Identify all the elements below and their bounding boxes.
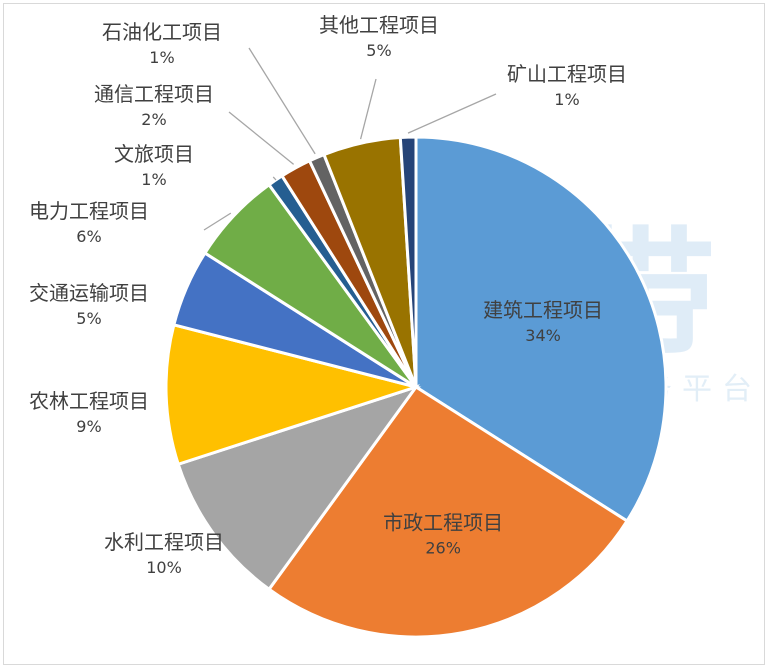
leader-line	[407, 93, 497, 134]
slice-label: 市政工程项目	[383, 510, 503, 534]
slice-percent-label: 1%	[141, 170, 166, 189]
slice-label: 农林工程项目	[29, 389, 149, 413]
slice-label: 交通运输项目	[29, 281, 149, 305]
slice-label: 其他工程项目	[319, 13, 439, 37]
pie-slice	[398, 135, 418, 388]
chart-frame: 川海带 工程资讯数字化服务平台 建筑工程项目34%市政工程项目26%水利工程项目…	[3, 3, 765, 665]
slice-label: 电力工程项目	[29, 199, 149, 223]
pie-slice	[176, 384, 420, 592]
slice-percent-label: 10%	[146, 558, 182, 577]
pie-chart: 建筑工程项目 34% 市政工程项目 26% 水利工程项目 10% 农林工程项目 9% 交通运输项…	[29, 13, 668, 639]
slice-label: 建筑工程项目	[483, 298, 603, 322]
slice-percent-label: 26%	[425, 538, 461, 557]
slice-percent-label: 1%	[149, 48, 174, 67]
slice-percent-label: 2%	[141, 110, 166, 129]
slice-label: 通信工程项目	[94, 82, 214, 106]
leader-line	[359, 78, 377, 140]
slice-percent-label: 9%	[76, 417, 101, 436]
leader-line	[228, 111, 295, 165]
slice-percent-label: 34%	[525, 326, 561, 345]
pie-slice	[164, 323, 422, 467]
slice-label: 水利工程项目	[104, 530, 224, 554]
leader-line	[272, 176, 277, 181]
slice-percent-label: 5%	[76, 309, 101, 328]
leader-line	[248, 47, 316, 155]
slice-label: 文旅项目	[114, 142, 194, 166]
pie-slice	[266, 384, 630, 639]
leader-line	[203, 212, 232, 231]
slice-percent-label: 5%	[366, 41, 391, 60]
slice-percent-label: 1%	[554, 90, 579, 109]
slice-percent-label: 6%	[76, 227, 101, 246]
slice-label: 石油化工项目	[102, 20, 222, 44]
slice-label: 矿山工程项目	[507, 62, 627, 86]
